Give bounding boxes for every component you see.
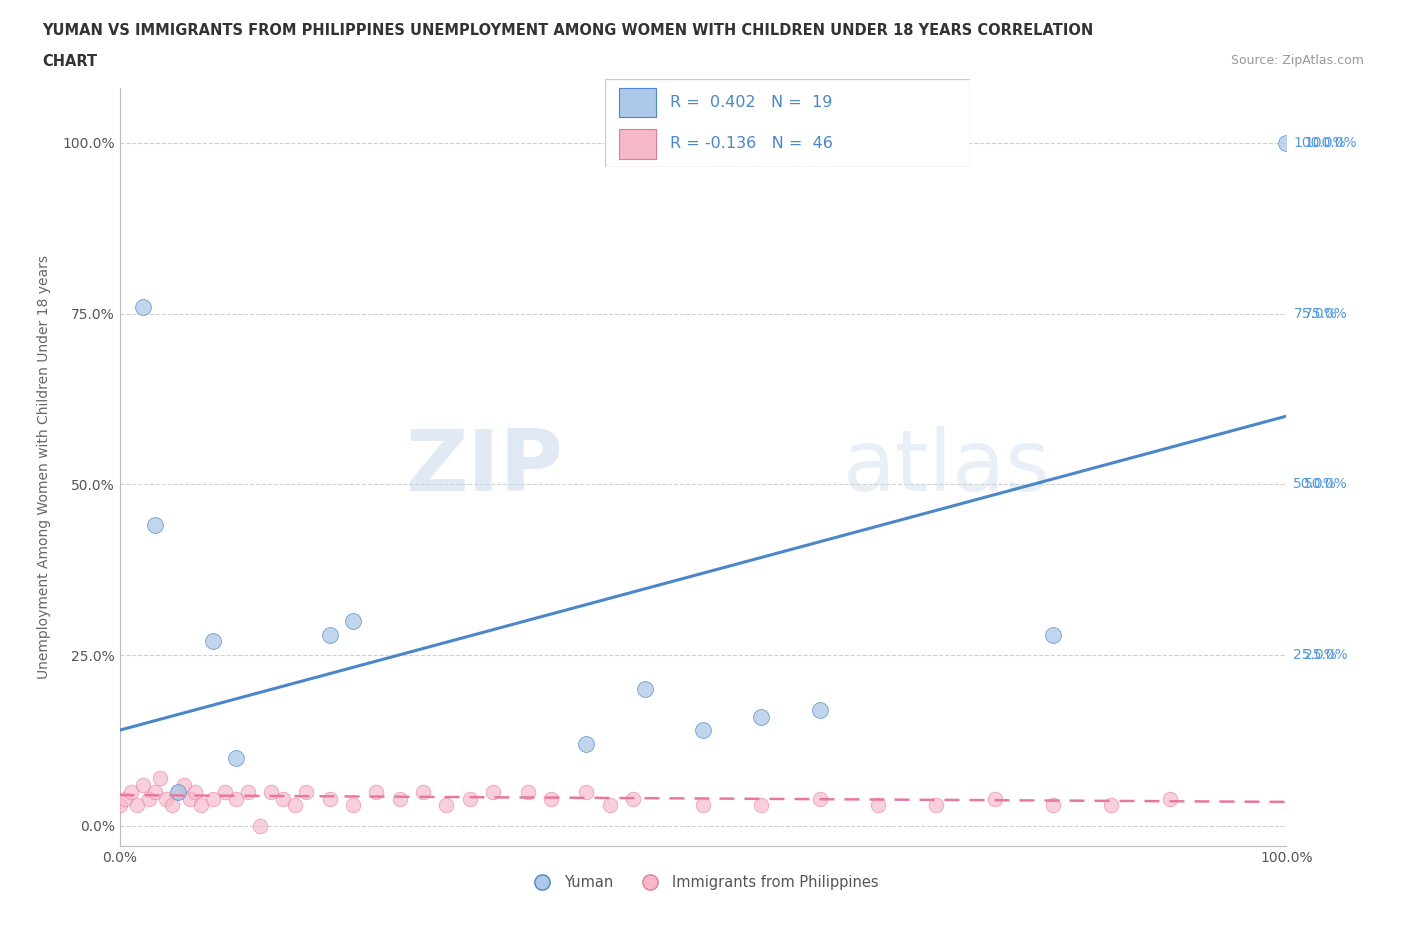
Point	[225, 751, 247, 765]
Text: R = -0.136   N =  46: R = -0.136 N = 46	[671, 136, 834, 151]
Point	[138, 791, 160, 806]
Point	[925, 798, 948, 813]
Point	[143, 518, 166, 533]
Point	[190, 798, 212, 813]
Point	[1042, 627, 1064, 642]
Point	[482, 784, 505, 799]
Point	[1159, 791, 1181, 806]
Text: ZIP: ZIP	[405, 426, 562, 509]
Point	[575, 784, 598, 799]
Point	[318, 627, 340, 642]
Point	[225, 791, 247, 806]
FancyBboxPatch shape	[605, 79, 970, 167]
Point	[575, 737, 598, 751]
Point	[388, 791, 411, 806]
Text: 25.0%: 25.0%	[1294, 648, 1337, 662]
Point	[412, 784, 434, 799]
Point	[434, 798, 457, 813]
Point	[633, 682, 655, 697]
Text: 100.0%: 100.0%	[1294, 136, 1346, 150]
Point	[155, 791, 177, 806]
Text: 75.0%: 75.0%	[1303, 307, 1348, 321]
Bar	[619, 88, 655, 117]
Legend: Yuman, Immigrants from Philippines: Yuman, Immigrants from Philippines	[522, 870, 884, 896]
Point	[120, 784, 142, 799]
Text: 25.0%: 25.0%	[1303, 648, 1348, 662]
Point	[342, 798, 364, 813]
Point	[866, 136, 889, 151]
Point	[808, 702, 831, 717]
Point	[214, 784, 236, 799]
Point	[295, 784, 318, 799]
Text: CHART: CHART	[42, 54, 97, 69]
Point	[1042, 798, 1064, 813]
Point	[1099, 798, 1122, 813]
Point	[866, 798, 889, 813]
Text: 100.0%: 100.0%	[1303, 136, 1357, 150]
Point	[143, 784, 166, 799]
Point	[366, 784, 388, 799]
Point	[249, 818, 271, 833]
Point	[599, 798, 621, 813]
Point	[751, 798, 773, 813]
Text: R =  0.402   N =  19: R = 0.402 N = 19	[671, 95, 832, 110]
Point	[517, 784, 540, 799]
Point	[283, 798, 307, 813]
Point	[621, 791, 644, 806]
Point	[751, 709, 773, 724]
Point	[692, 723, 714, 737]
Point	[271, 791, 294, 806]
Point	[114, 791, 136, 806]
Point	[125, 798, 148, 813]
Bar	[619, 129, 655, 159]
Point	[201, 634, 224, 649]
Point	[160, 798, 183, 813]
Point	[132, 777, 155, 792]
Point	[260, 784, 283, 799]
Point	[108, 798, 131, 813]
Point	[236, 784, 259, 799]
Point	[132, 299, 155, 314]
Point	[540, 791, 562, 806]
Point	[1275, 136, 1298, 151]
Point	[166, 784, 188, 799]
Point	[342, 614, 364, 629]
Point	[179, 791, 201, 806]
Text: 50.0%: 50.0%	[1303, 477, 1348, 491]
Point	[184, 784, 207, 799]
Point	[149, 771, 172, 786]
Text: 75.0%: 75.0%	[1294, 307, 1337, 321]
Point	[983, 791, 1005, 806]
Point	[166, 784, 188, 799]
Text: Source: ZipAtlas.com: Source: ZipAtlas.com	[1230, 54, 1364, 67]
Text: atlas: atlas	[844, 426, 1052, 509]
Point	[692, 798, 714, 813]
Y-axis label: Unemployment Among Women with Children Under 18 years: Unemployment Among Women with Children U…	[37, 256, 51, 679]
Point	[173, 777, 195, 792]
Text: YUMAN VS IMMIGRANTS FROM PHILIPPINES UNEMPLOYMENT AMONG WOMEN WITH CHILDREN UNDE: YUMAN VS IMMIGRANTS FROM PHILIPPINES UNE…	[42, 23, 1094, 38]
Point	[201, 791, 224, 806]
Point	[808, 791, 831, 806]
Point	[318, 791, 340, 806]
Text: 50.0%: 50.0%	[1294, 477, 1337, 491]
Point	[458, 791, 481, 806]
